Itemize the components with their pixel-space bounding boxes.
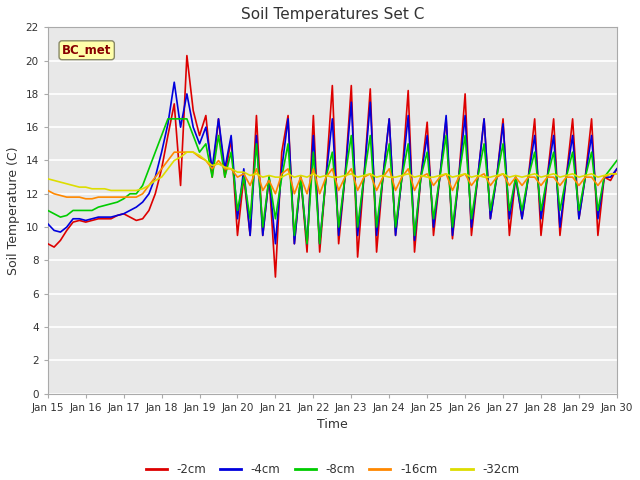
Title: Soil Temperatures Set C: Soil Temperatures Set C <box>241 7 424 22</box>
Y-axis label: Soil Temperature (C): Soil Temperature (C) <box>7 146 20 275</box>
X-axis label: Time: Time <box>317 418 348 431</box>
Legend: -2cm, -4cm, -8cm, -16cm, -32cm: -2cm, -4cm, -8cm, -16cm, -32cm <box>141 458 524 480</box>
Text: BC_met: BC_met <box>62 44 111 57</box>
